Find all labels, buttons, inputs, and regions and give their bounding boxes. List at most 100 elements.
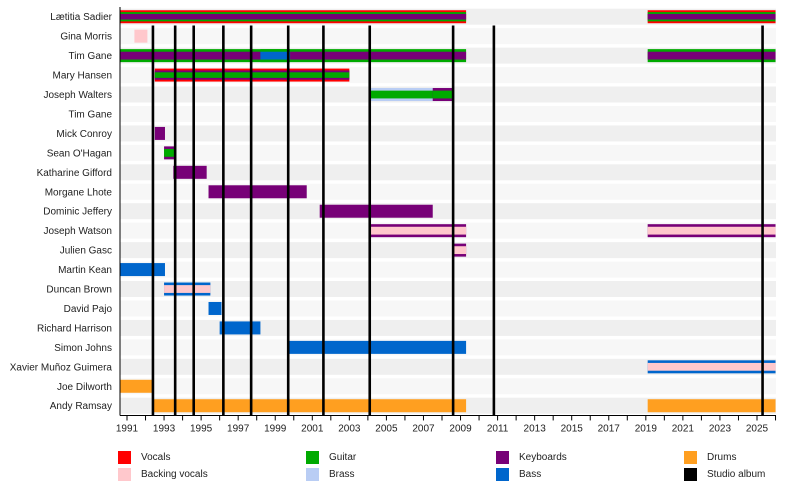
x-tick-label: 2023 [709, 423, 732, 434]
member-label: Simon Johns [54, 343, 112, 354]
bar-keyboards [647, 51, 776, 60]
member-bar [369, 88, 454, 102]
row-band [120, 144, 776, 161]
bar-keyboards [208, 185, 307, 199]
legend-item-brass: Brass [306, 467, 355, 481]
member-bar [119, 379, 153, 393]
member-bar [208, 301, 222, 315]
bar-bass [119, 263, 165, 277]
member-label: Richard Harrison [37, 323, 112, 334]
legend-label: Keyboards [519, 451, 567, 463]
x-tick-label: 2021 [672, 423, 695, 434]
member-bar [369, 224, 467, 238]
member-label: Gina Morris [60, 32, 112, 43]
row-band [120, 281, 776, 298]
member-bar [288, 340, 467, 354]
member-label: Julien Gasc [60, 246, 112, 257]
legend-item-album: Studio album [684, 467, 765, 481]
band-timeline-chart: Lætitia Sadier Gina Morris Tim Gane Mary Ha… [10, 7, 777, 434]
bar-guitar [369, 90, 454, 99]
bar-keyboards [119, 13, 467, 20]
x-tick-label: 2007 [412, 423, 435, 434]
bar-keyboards [119, 51, 467, 60]
member-bar [119, 49, 467, 63]
x-tick-label: 2005 [375, 423, 398, 434]
x-tick-label: 1993 [153, 423, 176, 434]
x-tick-label: 2003 [338, 423, 361, 434]
row-labels: Lætitia Sadier Gina Morris Tim Gane Mary Ha… [10, 12, 113, 412]
x-tick-label: 2013 [524, 423, 547, 434]
member-label: Andy Ramsay [50, 401, 112, 412]
row-band [120, 125, 776, 142]
row-band [120, 164, 776, 181]
x-tick-label: 2011 [487, 423, 509, 434]
legend-label: Backing vocals [141, 468, 208, 480]
bar-bass [288, 340, 467, 354]
row-band [120, 28, 776, 45]
member-bar [164, 282, 211, 296]
bar-drums [647, 399, 776, 413]
bar-bass [208, 301, 222, 315]
member-label: Morgane Lhote [45, 187, 113, 198]
member-bar [454, 243, 467, 257]
member-label: Dominic Jeffery [43, 207, 112, 218]
legend-item-backing_vocals: Backing vocals [118, 467, 208, 481]
member-bar [647, 224, 776, 238]
member-label: David Pajo [64, 304, 113, 315]
member-label: Xavier Muñoz Guimera [10, 362, 113, 373]
member-bar [208, 185, 307, 199]
member-bar [647, 360, 776, 374]
bar-keyboards [154, 126, 165, 140]
row-band [120, 105, 776, 122]
row-bands [120, 8, 776, 414]
legend-item-drums: Drums [684, 450, 736, 464]
member-bar [134, 29, 148, 43]
bar-backing_vocals [647, 226, 776, 235]
x-tick-label: 1995 [190, 423, 213, 434]
bar-drums [152, 399, 467, 413]
x-tick-label: 2025 [746, 423, 769, 434]
legend-swatch [118, 450, 131, 464]
bar-drums [119, 379, 153, 393]
legend-item-bass: Bass [496, 467, 541, 481]
member-bar [173, 165, 207, 179]
legend-swatch [496, 467, 509, 481]
legend-label: Brass [329, 468, 355, 480]
member-bar [647, 10, 776, 24]
member-label: Joe Dilworth [57, 382, 112, 393]
member-label: Duncan Brown [46, 285, 112, 296]
legend-label: Bass [519, 468, 542, 480]
row-band [120, 319, 776, 336]
legend-swatch [306, 450, 319, 464]
legend-swatch [496, 450, 509, 464]
member-bar [647, 399, 776, 413]
legend-item-keyboards: Keyboards [496, 450, 567, 464]
member-label: Joseph Watson [43, 226, 112, 237]
x-axis: 1991 1993 1995 1997 1999 2001 2003 2005 2007 2009… [116, 7, 777, 434]
row-band [120, 300, 776, 317]
row-band [120, 242, 776, 259]
legend-label: Guitar [329, 451, 357, 463]
member-label: Martin Kean [58, 265, 112, 276]
legend-label: Drums [707, 451, 737, 463]
legend-label: Studio album [707, 468, 766, 480]
legend-swatch [118, 467, 131, 481]
legend-label: Vocals [141, 451, 171, 463]
x-tick-label: 2009 [449, 423, 472, 434]
legend: Vocals Backing vocals Guitar Brass Keyboards… [0, 450, 790, 489]
bar-bass [219, 321, 261, 335]
member-label: Mick Conroy [56, 129, 112, 140]
member-bar [260, 49, 291, 63]
legend-swatch [684, 467, 697, 481]
legend-swatch [306, 467, 319, 481]
bar-keyboards [319, 204, 433, 218]
member-bar [164, 146, 175, 160]
bar-keyboards [647, 13, 776, 20]
member-label: Lætitia Sadier [50, 12, 112, 23]
bar-backing_vocals [369, 226, 467, 235]
bar-bass [260, 51, 291, 60]
member-bar [119, 10, 467, 24]
bar-backing_vocals [647, 362, 776, 371]
member-label: Tim Gane [68, 51, 112, 62]
member-label: Tim Gane [68, 109, 112, 120]
